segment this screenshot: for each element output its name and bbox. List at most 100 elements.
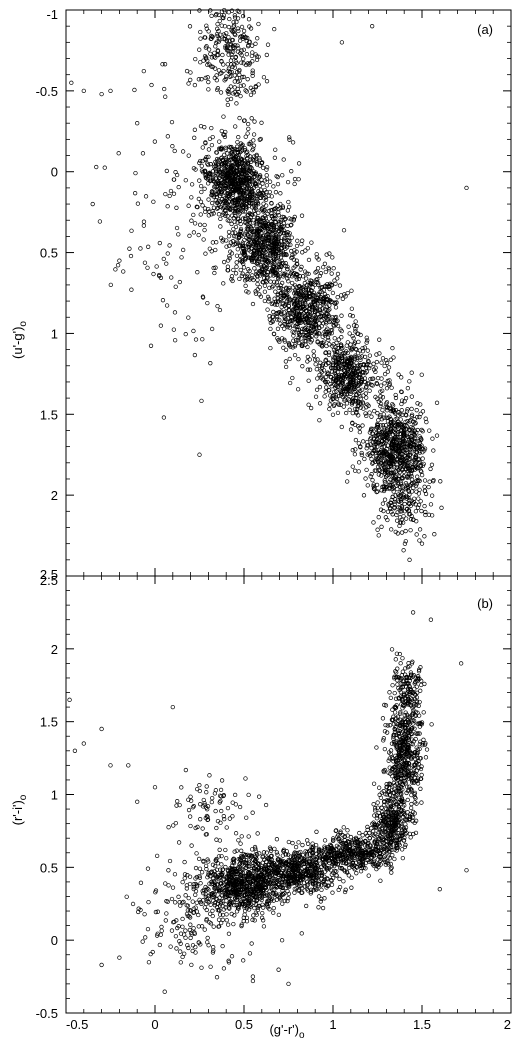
panel-a-point xyxy=(368,376,373,382)
panel-a-point xyxy=(294,258,299,263)
panel-a-point xyxy=(303,248,308,253)
panel-a-point xyxy=(225,218,230,223)
panel-a-point xyxy=(180,247,186,253)
panel-a-point xyxy=(90,201,95,207)
panel-a-point xyxy=(280,271,285,276)
panel-a-point xyxy=(199,77,204,82)
panel-a-point xyxy=(289,222,294,227)
panel-a-point xyxy=(399,496,404,501)
panel-a-point xyxy=(405,465,411,471)
panel-a-point xyxy=(380,407,385,413)
panel-a-point xyxy=(388,425,394,431)
panel-a-point xyxy=(234,19,239,25)
panel-a-point xyxy=(402,433,407,438)
panel-a-point xyxy=(223,76,228,82)
panel-a-point xyxy=(417,434,422,439)
panel-a-point xyxy=(275,181,281,187)
panel-a-point xyxy=(391,470,396,475)
panel-a-point xyxy=(223,36,228,42)
panel-a-point xyxy=(267,240,273,246)
panel-b-point xyxy=(234,895,239,900)
panel-a-point xyxy=(439,505,444,510)
panel-a-point xyxy=(151,271,156,277)
panel-a-point xyxy=(364,384,369,389)
panel-a-point xyxy=(297,313,302,318)
panel-a-point xyxy=(172,310,178,315)
panel-a-point xyxy=(379,442,384,447)
panel-a-point xyxy=(252,119,257,124)
panel-a-point xyxy=(250,50,255,55)
panel-a-point xyxy=(286,238,292,243)
panel-a-point xyxy=(197,47,202,52)
panel-a-point xyxy=(240,13,246,19)
panel-a-point xyxy=(162,86,167,92)
panel-a-point xyxy=(394,421,399,427)
panel-a-point xyxy=(229,62,234,67)
panel-a-point xyxy=(364,413,369,419)
panel-a-point xyxy=(384,360,390,365)
panel-a-point xyxy=(323,350,328,356)
panel-a-point xyxy=(223,45,228,51)
panel-a-point xyxy=(164,261,169,266)
panel-b-point xyxy=(198,881,203,886)
panel-a-point xyxy=(211,265,216,271)
panel-b-point xyxy=(247,872,252,877)
panel-a-point xyxy=(206,171,212,176)
panel-a-point xyxy=(184,68,190,74)
panel-a-point xyxy=(227,186,232,191)
panel-a-point xyxy=(146,244,151,249)
panel-a-point xyxy=(350,410,355,416)
panel-a-point xyxy=(325,335,331,340)
panel-a-point xyxy=(319,344,325,349)
panel-a-point xyxy=(414,489,419,494)
panel-a-point xyxy=(305,367,311,372)
panel-a-point xyxy=(367,410,372,415)
panel-a-point xyxy=(142,260,148,265)
panel-b-point xyxy=(279,861,284,867)
panel-a-point xyxy=(300,274,306,279)
panel-a-point xyxy=(286,285,292,291)
panel-a-point xyxy=(367,365,372,371)
panel-a-ticks: -1-0.500.511.522.5 xyxy=(36,7,512,582)
panel-a-point xyxy=(371,361,376,366)
panel-a-point xyxy=(347,331,352,336)
panel-a-point xyxy=(244,175,249,180)
panel-a-point xyxy=(388,452,394,457)
panel-a-point xyxy=(384,358,389,363)
panel-a-point xyxy=(407,379,412,384)
panel-a-point xyxy=(420,429,425,434)
panel-a-point xyxy=(278,296,283,301)
panel-a-point xyxy=(230,43,236,49)
panel-a-point xyxy=(379,430,384,435)
panel-a-point xyxy=(434,433,440,438)
panel-a-point xyxy=(234,75,240,81)
panel-a-point xyxy=(271,300,276,305)
panel-a-point xyxy=(422,504,427,509)
panel-a-point xyxy=(294,298,299,303)
panel-a-point xyxy=(409,370,414,375)
panel-a-label: (a) xyxy=(477,22,493,37)
panel-a-point xyxy=(241,200,246,206)
panel-a-point xyxy=(274,240,279,246)
panel-a-point xyxy=(329,299,334,304)
panel-b-point xyxy=(211,876,216,881)
panel-b-point xyxy=(184,886,190,891)
panel-a-point xyxy=(237,218,242,224)
panel-a-point xyxy=(361,393,366,398)
panel-a-point xyxy=(337,283,343,288)
panel-a-point xyxy=(183,331,188,337)
panel-b-point xyxy=(221,877,226,882)
panel-b-point xyxy=(186,895,191,901)
panel-a-point xyxy=(409,489,415,494)
panel-a-point xyxy=(197,178,202,183)
panel-a-point xyxy=(376,440,381,445)
panel-a-point xyxy=(375,527,380,532)
panel-a-point xyxy=(199,163,204,169)
panel-a-point xyxy=(281,231,287,236)
panel-a-point xyxy=(261,275,267,281)
panel-a-point xyxy=(317,325,322,331)
panel-a-point xyxy=(235,144,240,149)
panel-a-point xyxy=(219,70,224,76)
panel-a-point xyxy=(221,281,226,286)
panel-a-point xyxy=(129,287,134,292)
